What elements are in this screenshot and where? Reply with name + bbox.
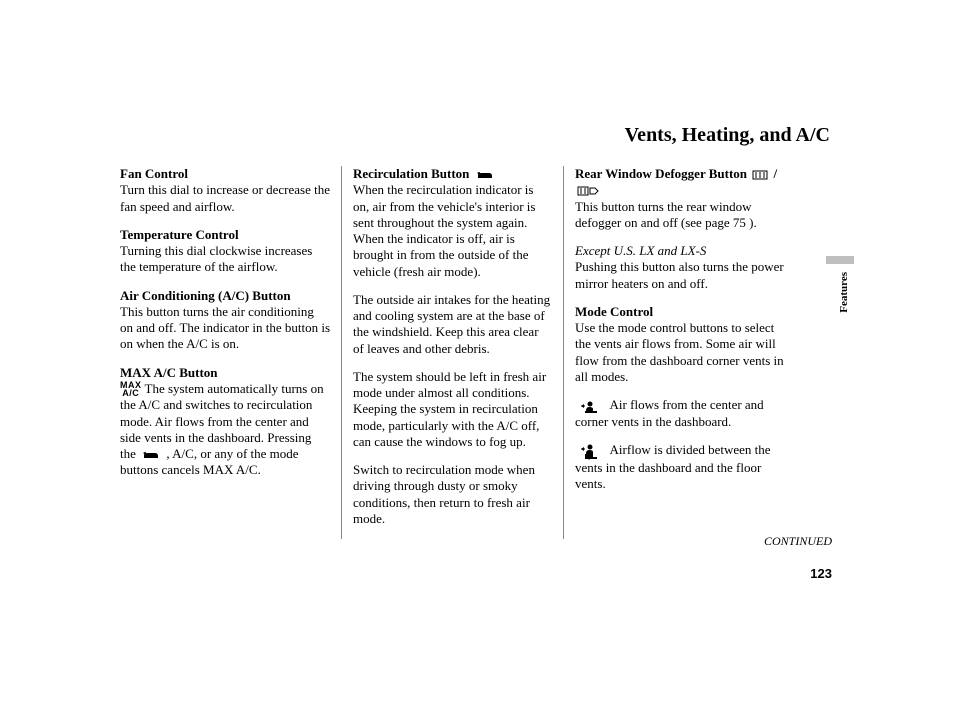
dash-vents-icon xyxy=(580,399,602,414)
recirc-p4: Switch to recirculation mode when drivin… xyxy=(353,462,552,527)
rear-defogger-icon xyxy=(752,170,768,180)
defogger-body-b: ). xyxy=(746,215,757,230)
page-number: 123 xyxy=(120,566,832,581)
defogger-page-ref: 75 xyxy=(733,215,746,230)
max-ac-heading: MAX A/C Button xyxy=(120,365,218,380)
dash-floor-vents-icon xyxy=(580,442,602,460)
defogger-section: Rear Window Defogger Button / This butto… xyxy=(575,166,786,231)
mode-dash-vents: Air flows from the center and corner ven… xyxy=(575,397,786,430)
column-2: Recirculation Button When the recirculat… xyxy=(342,166,564,539)
recirc-p3: The system should be left in fresh air m… xyxy=(353,369,552,450)
side-tab xyxy=(826,256,854,264)
mirror-defogger-icon xyxy=(577,186,599,196)
content-columns: Fan Control Turn this dial to increase o… xyxy=(120,166,832,539)
max-ac-icon: MAXA/C xyxy=(120,382,142,397)
fan-control-section: Fan Control Turn this dial to increase o… xyxy=(120,166,330,215)
defogger-note-italic: Except U.S. LX and LX-S xyxy=(575,243,706,258)
defogger-heading: Rear Window Defogger Button / xyxy=(575,166,777,197)
mode-control-section: Mode Control Use the mode control button… xyxy=(575,304,786,385)
continued-label: CONTINUED xyxy=(120,534,832,549)
recirc-body: When the recirculation indicator is on, … xyxy=(353,182,535,278)
temp-control-body: Turning this dial clockwise increases th… xyxy=(120,243,312,274)
mode-control-heading: Mode Control xyxy=(575,304,653,319)
column-1: Fan Control Turn this dial to increase o… xyxy=(120,166,342,539)
side-tab-label: Features xyxy=(838,272,850,313)
fan-control-body: Turn this dial to increase or decrease t… xyxy=(120,182,330,213)
defogger-body-a: This button turns the rear window defogg… xyxy=(575,199,752,230)
page-title: Vents, Heating, and A/C xyxy=(120,124,830,147)
ac-button-heading: Air Conditioning (A/C) Button xyxy=(120,288,291,303)
temp-control-heading: Temperature Control xyxy=(120,227,239,242)
defogger-note: Except U.S. LX and LX-S Pushing this but… xyxy=(575,243,786,292)
recirc-heading: Recirculation Button xyxy=(353,166,497,181)
temp-control-section: Temperature Control Turning this dial cl… xyxy=(120,227,330,276)
mode-dash-floor-vents: Airflow is divided between the vents in … xyxy=(575,442,786,493)
recirc-p2: The outside air intakes for the heating … xyxy=(353,292,552,357)
fan-control-heading: Fan Control xyxy=(120,166,188,181)
column-3: Rear Window Defogger Button / This butto… xyxy=(564,166,786,539)
max-ac-section: MAX A/C Button MAXA/C The system automat… xyxy=(120,365,330,479)
recirculation-icon xyxy=(141,450,161,460)
recirc-section: Recirculation Button When the recirculat… xyxy=(353,166,552,280)
defogger-note-body: Pushing this button also turns the power… xyxy=(575,259,784,290)
mode-control-body: Use the mode control buttons to select t… xyxy=(575,320,784,384)
ac-button-section: Air Conditioning (A/C) Button This butto… xyxy=(120,288,330,353)
recirculation-icon xyxy=(475,170,495,180)
ac-button-body: This button turns the air conditioning o… xyxy=(120,304,330,352)
